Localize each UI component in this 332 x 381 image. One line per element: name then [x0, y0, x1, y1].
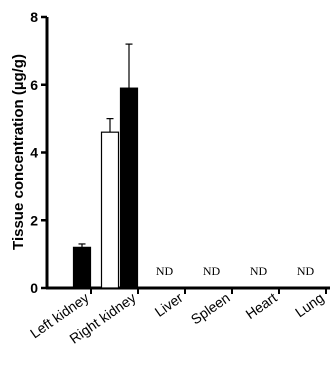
x-category-label-3: Spleen [188, 289, 233, 327]
nd-label-0: ND [156, 264, 174, 278]
y-axis-label: Tissue concentration (µg/g) [10, 54, 27, 250]
x-category-label-4: Heart [243, 289, 280, 322]
nd-label-3: ND [297, 264, 315, 278]
y-tick-label-2: 4 [30, 145, 38, 161]
y-tick-label-4: 8 [30, 9, 38, 25]
y-tick-label-3: 6 [30, 77, 38, 93]
y-tick-label-1: 2 [30, 212, 38, 228]
bar-s0-c1 [100, 131, 120, 289]
bar-s1-c0 [72, 246, 92, 289]
nd-label-2: ND [250, 264, 268, 278]
bar-s1-c1 [119, 87, 139, 289]
y-tick-label-0: 0 [30, 280, 38, 296]
x-category-label-5: Lung [292, 289, 327, 320]
x-category-label-2: Liver [152, 289, 186, 320]
nd-label-1: ND [203, 264, 221, 278]
